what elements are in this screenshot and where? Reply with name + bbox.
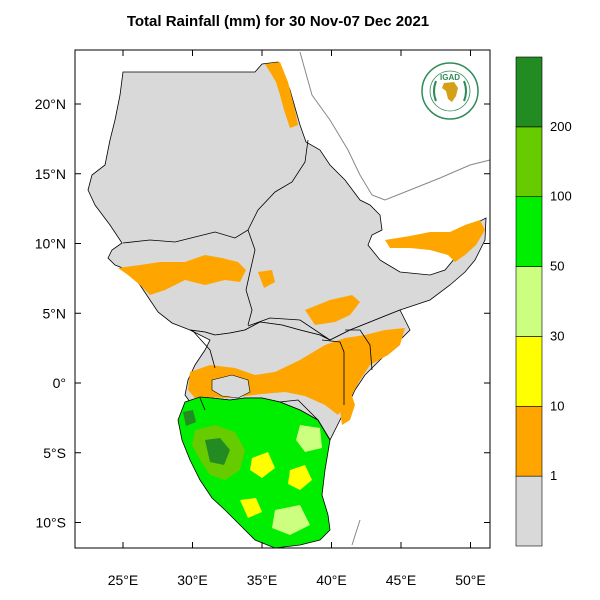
colorbar-label: 50	[550, 259, 564, 274]
y-tick-label: 5°N	[43, 305, 67, 321]
y-tick-label: 0°	[53, 375, 66, 391]
igad-logo: IGAD	[421, 62, 479, 120]
colorbar-swatch	[515, 475, 543, 547]
x-axis: 25°E 30°E 35°E 40°E 45°E 50°E	[108, 50, 486, 588]
x-tick-label: 50°E	[455, 572, 486, 588]
outside-coastline	[299, 51, 491, 546]
colorbar-label: 200	[550, 119, 572, 134]
country-borders	[122, 139, 373, 441]
rain-patch-darkgreen-3	[183, 410, 196, 426]
colorbar-label: 100	[550, 189, 572, 204]
colorbar-label: 10	[550, 398, 564, 413]
x-tick-label: 45°E	[386, 572, 417, 588]
colorbar-label: 1	[550, 468, 557, 483]
rain-patch-east-africa-coast	[338, 390, 355, 425]
y-tick-label: 15°N	[35, 166, 66, 182]
colorbar-swatch	[515, 336, 543, 407]
lake-victoria	[211, 374, 251, 399]
x-tick-label: 40°E	[316, 572, 347, 588]
logo-africa-icon	[442, 82, 458, 102]
rain-patch-lightgreen-1	[296, 425, 322, 452]
logo-text: IGAD	[440, 73, 460, 82]
colorbar-swatch	[515, 196, 543, 267]
logo-laurel-icon	[433, 80, 467, 102]
rain-patch-yellow-3	[240, 498, 262, 518]
x-tick-label: 30°E	[177, 572, 208, 588]
colorbar-label: 30	[550, 328, 564, 343]
rain-patch-west-sudan	[118, 255, 246, 295]
colorbar-swatch	[515, 126, 543, 198]
colorbar-swatch	[515, 56, 543, 128]
rain-patch-ethiopia-south	[305, 295, 360, 325]
colorbar-swatch	[515, 266, 543, 337]
rain-patch-red-sea-coast	[265, 62, 298, 128]
colorbar: 1 10 30 50 100 200	[515, 56, 572, 547]
y-tick-label: 10°N	[35, 236, 66, 252]
y-tick-label: 5°S	[43, 445, 66, 461]
y-tick-label: 20°N	[35, 96, 66, 112]
map-border	[74, 49, 491, 549]
y-tick-label: 10°S	[35, 515, 66, 531]
rain-patch-somalia-north	[385, 220, 485, 262]
rain-patch-sudan-east	[258, 270, 275, 288]
rain-patch-yellow-1	[250, 452, 275, 478]
map-content	[87, 51, 491, 549]
x-tick-label: 35°E	[247, 572, 278, 588]
rain-patch-yellow-2	[288, 465, 312, 490]
rain-patch-darkgreen-2	[205, 438, 230, 465]
x-tick-label: 25°E	[108, 572, 139, 588]
y-axis: 20°N 15°N 10°N 5°N 0° 5°S 10°S	[35, 96, 490, 531]
colorbar-swatch	[515, 405, 543, 477]
rain-patch-lightgreen-2	[272, 505, 310, 535]
map-title: Total Rainfall (mm) for 30 Nov-07 Dec 20…	[127, 13, 429, 30]
